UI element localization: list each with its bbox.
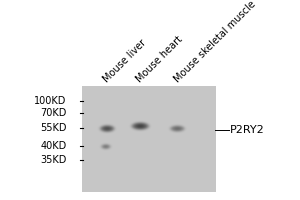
Text: P2RY2: P2RY2	[230, 125, 265, 135]
Text: 35KD: 35KD	[40, 155, 67, 165]
Text: 55KD: 55KD	[40, 123, 67, 133]
FancyBboxPatch shape	[82, 87, 215, 192]
Text: Mouse skeletal muscle: Mouse skeletal muscle	[173, 0, 258, 84]
Text: Mouse liver: Mouse liver	[101, 37, 148, 84]
Text: 40KD: 40KD	[40, 141, 67, 151]
Text: Mouse heart: Mouse heart	[134, 34, 184, 84]
Text: 100KD: 100KD	[34, 96, 67, 106]
Text: 70KD: 70KD	[40, 108, 67, 118]
